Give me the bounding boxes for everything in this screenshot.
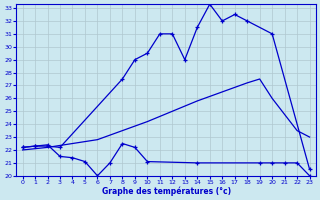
X-axis label: Graphe des températures (°c): Graphe des températures (°c) bbox=[101, 186, 231, 196]
